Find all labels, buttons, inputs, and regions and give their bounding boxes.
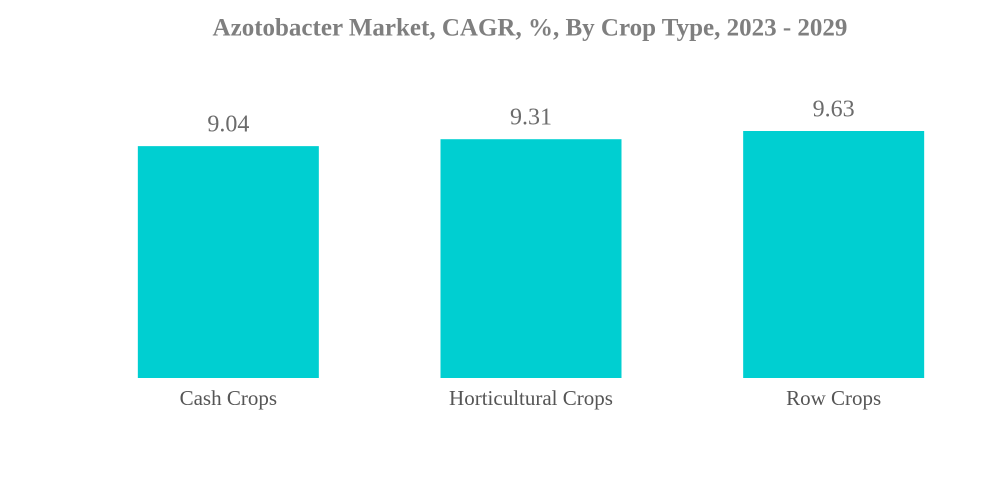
value-label: 9.63: [813, 97, 855, 123]
x-tick-label: Horticultural Crops: [449, 386, 613, 410]
chart-title: Azotobacter Market, CAGR, %, By Crop Typ…: [213, 15, 848, 42]
bar: [440, 139, 622, 378]
value-label: 9.04: [207, 112, 249, 138]
x-tick-label: Cash Crops: [180, 386, 277, 410]
x-tick-label: Row Crops: [786, 386, 881, 410]
bar: [743, 131, 925, 378]
bar: [137, 146, 319, 378]
value-label: 9.31: [510, 105, 552, 131]
